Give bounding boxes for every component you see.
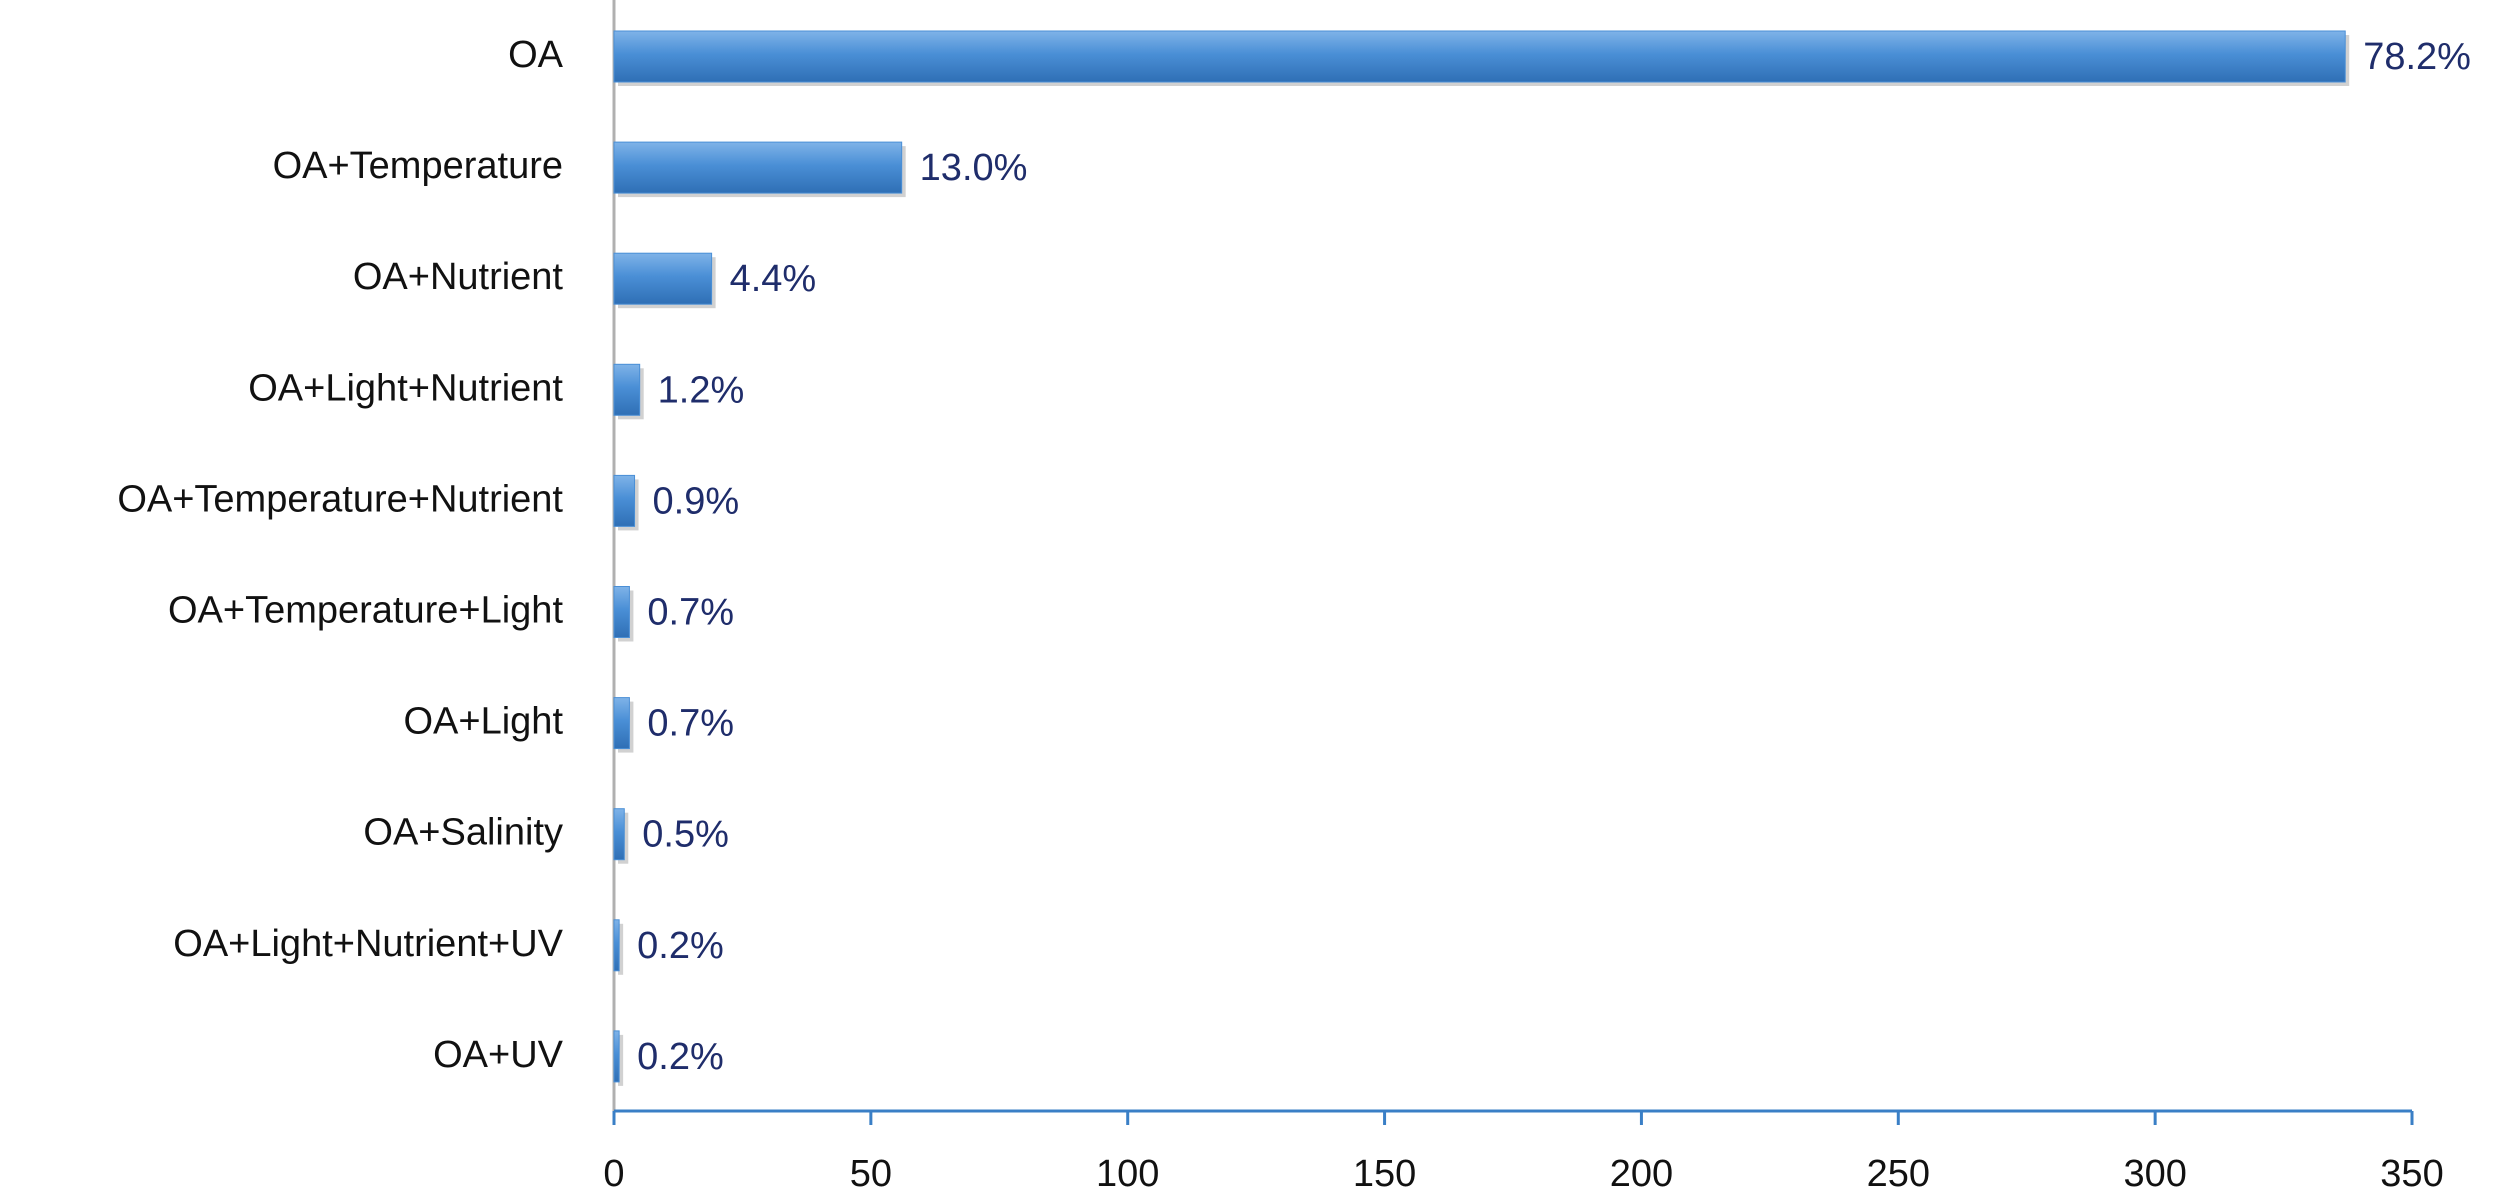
y-tick-label: OA+Light+Nutrient+UV xyxy=(173,923,563,965)
bar xyxy=(613,919,620,972)
x-tick-label: 200 xyxy=(1610,1153,1673,1195)
bar-shadow xyxy=(618,1034,624,1086)
value-label: 0.9% xyxy=(653,480,740,522)
bar xyxy=(613,252,713,305)
y-tick-label: OA+Temperature+Nutrient xyxy=(117,478,563,520)
x-tick-label: 0 xyxy=(603,1153,624,1195)
y-tick-label: OA+Nutrient xyxy=(353,256,564,298)
x-tick-label: 150 xyxy=(1353,1153,1416,1195)
y-tick-label: OA+Light xyxy=(404,701,564,743)
value-label: 13.0% xyxy=(920,147,1028,189)
bar xyxy=(613,697,630,750)
y-tick-label: OA+Salinity xyxy=(363,812,563,854)
bar xyxy=(613,808,625,861)
bar xyxy=(613,141,903,194)
bar xyxy=(613,30,2346,83)
bar xyxy=(613,363,641,416)
value-label: 0.2% xyxy=(637,925,724,967)
value-label: 4.4% xyxy=(730,258,817,300)
value-label: 1.2% xyxy=(658,369,745,411)
y-tick-label: OA+Temperature+Light xyxy=(168,590,563,632)
bar-shadow xyxy=(618,923,624,975)
value-label: 0.2% xyxy=(637,1036,724,1078)
value-label: 0.5% xyxy=(642,814,729,856)
bar xyxy=(613,1030,620,1083)
value-label: 0.7% xyxy=(647,703,734,745)
y-tick-label: OA+UV xyxy=(433,1034,564,1076)
x-tick-label: 100 xyxy=(1096,1153,1159,1195)
y-tick-label: OA+Light+Nutrient xyxy=(248,367,563,409)
y-tick-label: OA xyxy=(508,34,564,76)
value-label: 0.7% xyxy=(647,592,734,634)
bar xyxy=(613,586,630,638)
x-tick-label: 300 xyxy=(2123,1153,2186,1195)
x-tick-label: 50 xyxy=(850,1153,892,1195)
bar xyxy=(613,474,636,527)
x-tick-label: 350 xyxy=(2380,1153,2443,1195)
x-tick-label: 250 xyxy=(1867,1153,1930,1195)
value-label: 78.2% xyxy=(2363,36,2471,78)
y-tick-label: OA+Temperature xyxy=(273,145,563,187)
